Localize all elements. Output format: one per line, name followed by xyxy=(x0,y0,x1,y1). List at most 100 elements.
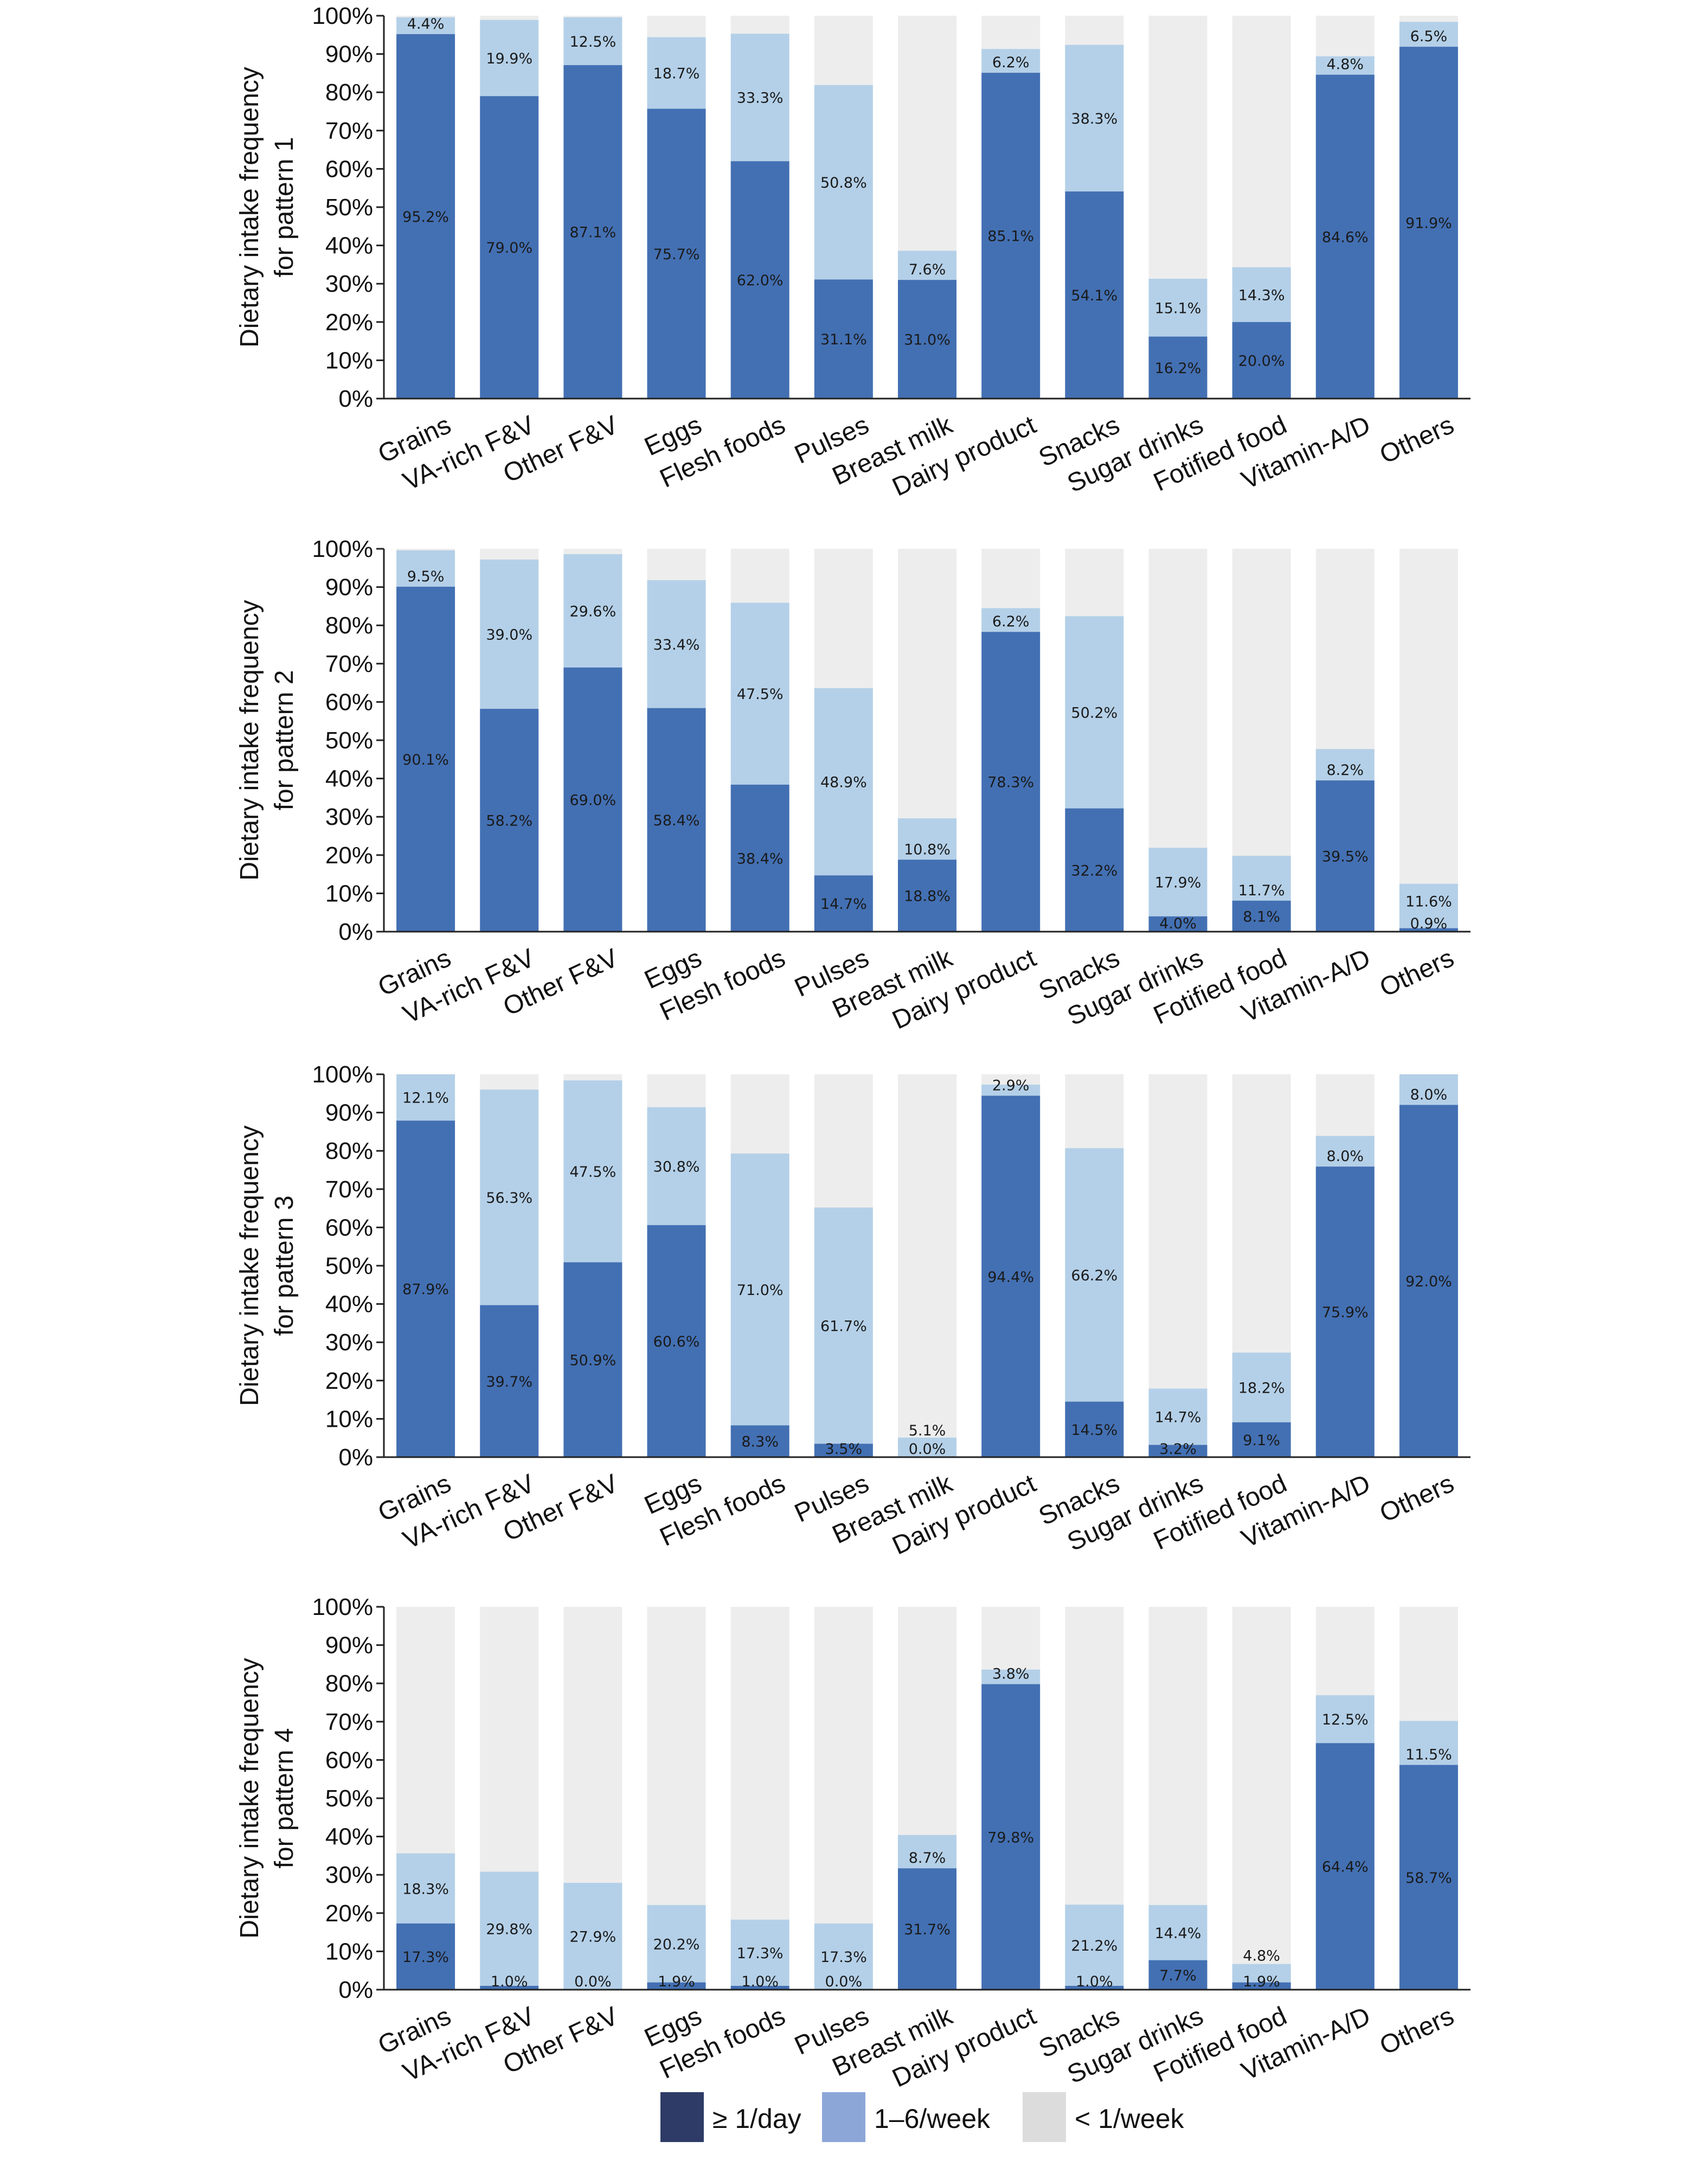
bar-daily-12 xyxy=(1315,1743,1375,1990)
y-tick-label: 70% xyxy=(325,1709,373,1735)
data-label-daily: 75.7% xyxy=(653,246,700,263)
bar-weekly-5 xyxy=(730,1919,789,1986)
bar-weekly-10 xyxy=(1148,1388,1208,1445)
data-label-weekly: 6.2% xyxy=(992,613,1030,630)
data-label-daily: 17.3% xyxy=(402,1949,449,1966)
y-axis-label-line: for pattern 2 xyxy=(270,670,299,811)
data-label-weekly: 4.8% xyxy=(1243,1948,1280,1965)
chart-panel-1: 0% 10% 20% 30% 40% 50% 60% 70% 80% 90% 100% Dietary… xyxy=(235,3,1471,502)
bar-weekly-7 xyxy=(898,251,956,280)
chart-panel-4: 0% 10% 20% 30% 40% 50% 60% 70% 80% 90% 100% Dietary… xyxy=(235,1594,1471,2093)
data-label-weekly: 39.0% xyxy=(486,626,532,643)
data-label-weekly: 9.5% xyxy=(407,568,445,585)
bar-weekly-5 xyxy=(730,602,789,785)
legend-daily-label: ≥ 1/day xyxy=(712,2104,801,2134)
data-label-weekly: 18.7% xyxy=(653,66,700,82)
bar-weekly-11 xyxy=(1232,1964,1291,1983)
data-label-daily: 78.3% xyxy=(987,774,1034,791)
data-label-weekly: 27.9% xyxy=(569,1929,616,1946)
data-label-daily: 84.6% xyxy=(1322,229,1369,246)
bar-daily-2 xyxy=(480,709,539,932)
bar-weekly-3 xyxy=(563,554,622,668)
y-tick-label: 100% xyxy=(312,1061,373,1088)
data-label-daily: 92.0% xyxy=(1405,1273,1452,1290)
data-label-daily: 1.9% xyxy=(1243,1973,1280,1990)
bar-daily-6 xyxy=(814,1444,873,1457)
y-axis-label: Dietary intake frequency for pattern 1 xyxy=(235,67,299,348)
category-label: Others xyxy=(1376,2002,1459,2061)
bar-daily-7 xyxy=(898,280,956,399)
data-label-daily: 8.3% xyxy=(741,1434,779,1451)
data-label-weekly: 71.0% xyxy=(737,1282,784,1299)
bar-weekly-10 xyxy=(1148,848,1208,916)
y-tick-label: 30% xyxy=(325,271,373,297)
data-label-weekly: 21.2% xyxy=(1071,1938,1118,1954)
bar-daily-11 xyxy=(1232,900,1291,932)
bar-weekly-11 xyxy=(1232,856,1291,901)
bar-daily-4 xyxy=(647,108,706,399)
bar-daily-13 xyxy=(1399,1765,1458,1990)
data-label-daily: 69.0% xyxy=(569,792,616,809)
y-tick-label: 40% xyxy=(325,766,373,792)
y-axis-label-line: for pattern 3 xyxy=(270,1196,299,1336)
bar-weekly-2 xyxy=(480,20,539,97)
y-tick-label: 0% xyxy=(338,386,373,412)
data-label-weekly: 17.3% xyxy=(737,1945,784,1962)
bar-daily-10 xyxy=(1148,1445,1208,1457)
data-label-daily: 64.4% xyxy=(1322,1859,1369,1876)
bar-daily-9 xyxy=(1065,808,1124,932)
data-label-weekly: 33.4% xyxy=(653,637,700,653)
data-label-weekly: 18.2% xyxy=(1238,1380,1285,1397)
data-label-weekly: 17.3% xyxy=(820,1949,867,1966)
data-label-daily: 0.9% xyxy=(1410,915,1448,932)
bar-daily-4 xyxy=(647,1225,706,1457)
y-axis-label-line: Dietary intake frequency xyxy=(235,600,264,881)
bar-weekly-4 xyxy=(647,580,706,708)
bar-weekly-12 xyxy=(1315,749,1375,781)
data-label-weekly: 30.8% xyxy=(653,1158,700,1175)
data-label-weekly: 50.8% xyxy=(820,175,867,191)
data-label-daily: 87.1% xyxy=(569,225,616,241)
legend-weekly-swatch xyxy=(822,2092,865,2142)
data-label-weekly: 29.6% xyxy=(569,603,616,620)
y-axis-label-line: Dietary intake frequency xyxy=(235,67,264,348)
data-label-daily: 0.0% xyxy=(909,1441,946,1458)
bar-rare-13 xyxy=(1399,549,1458,932)
bar-weekly-3 xyxy=(563,1080,622,1262)
bar-daily-5 xyxy=(730,1985,789,1990)
data-label-weekly: 50.2% xyxy=(1071,704,1118,721)
bar-daily-6 xyxy=(814,279,873,399)
y-tick-label: 80% xyxy=(325,612,373,639)
bar-daily-2 xyxy=(480,1985,539,1990)
y-tick-label: 10% xyxy=(325,1938,373,1965)
data-label-weekly: 12.1% xyxy=(402,1090,449,1107)
data-label-weekly: 48.9% xyxy=(820,774,867,791)
bar-daily-10 xyxy=(1148,1960,1208,1990)
y-tick-label: 60% xyxy=(325,1214,373,1241)
bar-daily-8 xyxy=(981,632,1041,932)
bar-weekly-7 xyxy=(898,818,956,860)
data-label-weekly: 4.4% xyxy=(407,16,445,33)
y-tick-label: 40% xyxy=(325,233,373,259)
data-label-weekly: 3.8% xyxy=(992,1666,1030,1683)
data-label-daily: 3.5% xyxy=(825,1441,863,1458)
bar-daily-13 xyxy=(1399,928,1458,932)
bar-daily-10 xyxy=(1148,336,1208,399)
y-tick-label: 40% xyxy=(325,1824,373,1850)
bar-weekly-9 xyxy=(1065,616,1124,809)
data-label-daily: 7.7% xyxy=(1159,1967,1197,1984)
chart-panel-2: 0% 10% 20% 30% 40% 50% 60% 70% 80% 90% 100% Dietary… xyxy=(235,536,1471,1035)
y-tick-label: 30% xyxy=(325,804,373,830)
y-tick-label: 90% xyxy=(325,574,373,601)
bar-weekly-12 xyxy=(1315,1695,1375,1743)
bar-daily-1 xyxy=(396,586,455,932)
data-label-daily: 31.0% xyxy=(904,332,951,349)
bar-weekly-11 xyxy=(1232,267,1291,322)
data-label-daily: 31.1% xyxy=(820,331,867,348)
data-label-weekly: 6.5% xyxy=(1410,28,1448,45)
data-label-daily: 60.6% xyxy=(653,1333,700,1350)
bar-daily-4 xyxy=(647,1982,706,1990)
data-label-daily: 95.2% xyxy=(402,209,449,226)
y-tick-label: 20% xyxy=(325,1368,373,1394)
